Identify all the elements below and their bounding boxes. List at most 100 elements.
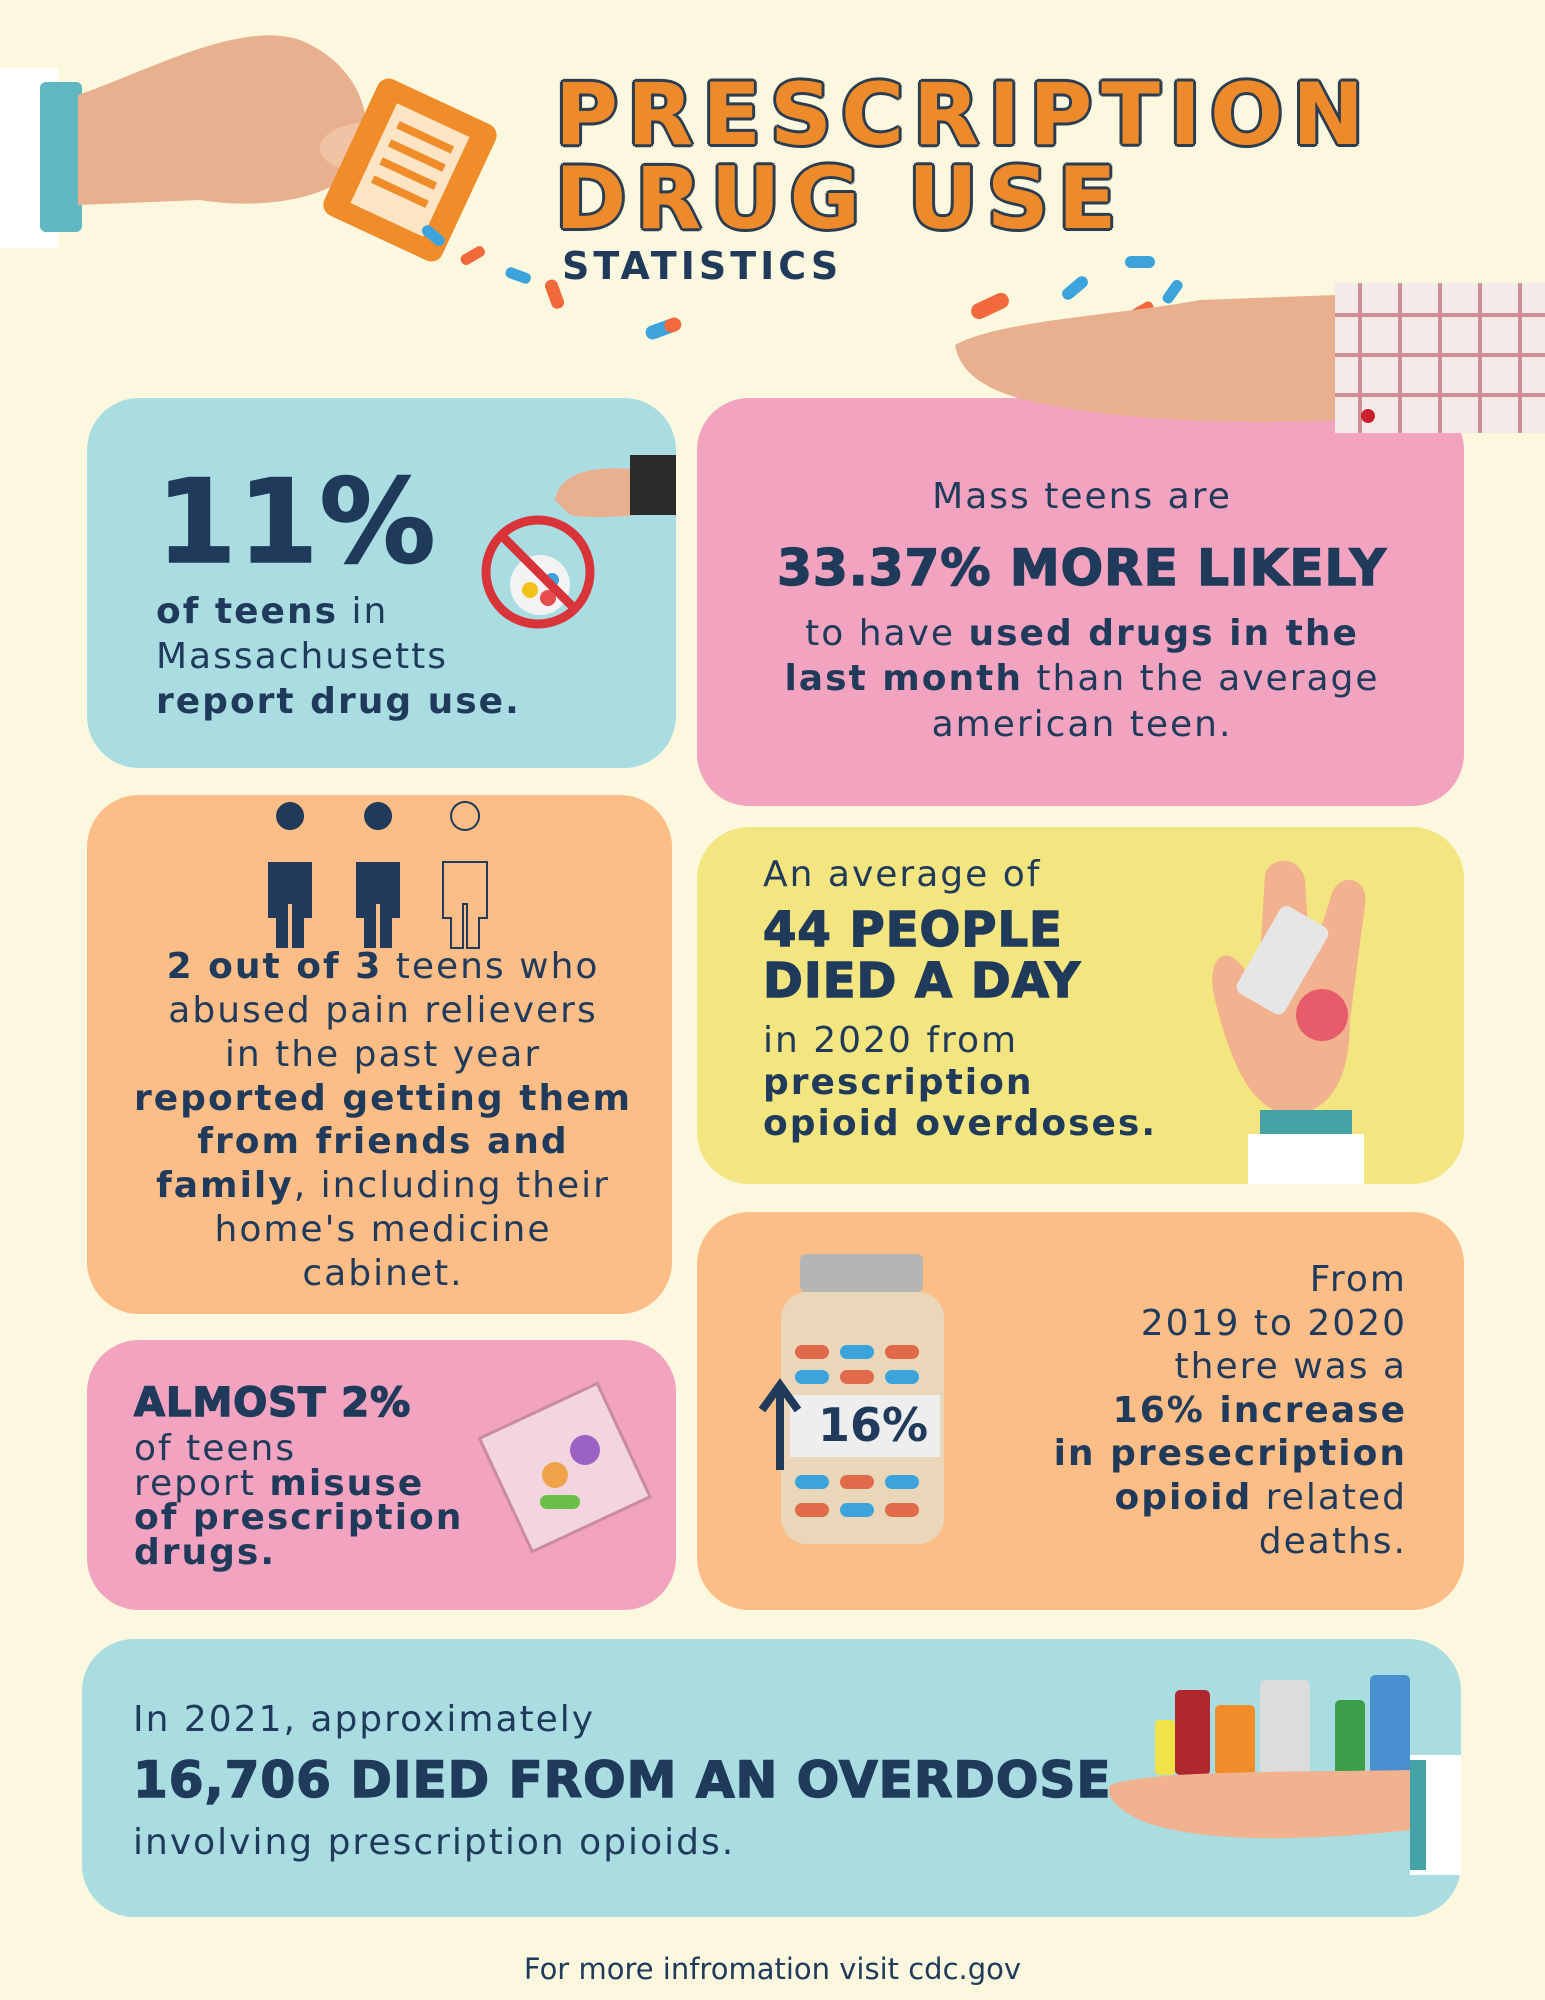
- pill: [885, 1370, 919, 1384]
- pill: [840, 1345, 874, 1359]
- text-run: opioid overdoses.: [763, 1103, 1158, 1145]
- subtitle: STATISTICS: [562, 244, 843, 288]
- text-line: report drug use.: [156, 680, 521, 723]
- pill: [540, 590, 556, 606]
- text-line: opioid related: [1115, 1476, 1407, 1519]
- person: [442, 801, 488, 949]
- text-run: in presecription: [1053, 1433, 1407, 1475]
- text-run: cabinet.: [302, 1253, 464, 1295]
- medicine: [1155, 1720, 1175, 1775]
- text-run: of teens: [134, 1428, 297, 1470]
- pill: [570, 1435, 600, 1465]
- text-run: from friends and: [197, 1121, 569, 1163]
- text-run: there was a: [1174, 1346, 1407, 1388]
- text-line: home's medicine: [215, 1208, 552, 1251]
- text-line: DIED A DAY: [762, 952, 1082, 1011]
- blister: [1296, 989, 1348, 1041]
- text-line: drugs.: [134, 1531, 276, 1574]
- hand-bottle: [0, 35, 497, 262]
- text-line: 2 out of 3 teens who: [167, 945, 600, 988]
- text-run: in the past year: [224, 1034, 542, 1076]
- blister: [1236, 906, 1329, 1015]
- text-run: teens who: [382, 946, 600, 988]
- headline: 16,706 DIED FROM AN OVERDOSE: [132, 1750, 1112, 1810]
- text-line: family, including their: [156, 1164, 610, 1207]
- medicine: [1335, 1700, 1365, 1775]
- pill: [795, 1370, 829, 1384]
- pill: [885, 1503, 919, 1517]
- footer: For more infromation visit cdc.gov: [523, 1952, 1022, 1986]
- text-run: prescription: [763, 1062, 1034, 1104]
- text-run: 2 out of 3: [166, 946, 383, 988]
- pill: [795, 1475, 829, 1489]
- text-run: to have: [805, 613, 969, 655]
- no-sign: [481, 515, 595, 629]
- pill: [885, 1345, 919, 1359]
- text-line: 44 PEOPLE: [762, 901, 1063, 960]
- person: [356, 802, 400, 948]
- medicine: [1175, 1690, 1210, 1775]
- text-line: of teens in: [156, 590, 388, 633]
- pill: [840, 1370, 874, 1384]
- text-run: drugs.: [134, 1532, 277, 1574]
- text-line: of prescription: [134, 1496, 463, 1539]
- pill: [795, 1345, 829, 1359]
- text-line: prescription: [763, 1061, 1033, 1104]
- receiving-hand: [955, 283, 1545, 433]
- text-line: Mass teens are: [932, 475, 1232, 518]
- text-run: in 2020 from: [763, 1020, 1019, 1062]
- bottle-label: 16%: [818, 1398, 929, 1452]
- arrow: [758, 1378, 802, 1470]
- text-run: , including their: [293, 1165, 610, 1207]
- text-line: An average of: [763, 853, 1041, 896]
- text-run: of prescription: [134, 1497, 464, 1539]
- text-run: misuse: [269, 1463, 425, 1505]
- text-run: Massachusetts: [156, 636, 449, 678]
- medicine: [1215, 1705, 1255, 1775]
- medicine: [1260, 1680, 1310, 1775]
- text-line: american teen.: [932, 703, 1233, 746]
- text-run: From: [1309, 1259, 1407, 1301]
- pill: [840, 1503, 874, 1517]
- text-run: home's medicine: [214, 1209, 552, 1251]
- text-line: in the past year: [225, 1033, 541, 1076]
- text-run: opioid: [1114, 1477, 1253, 1519]
- text-run: Mass teens are: [932, 476, 1232, 518]
- title-line: PRESCRIPTION: [555, 65, 1374, 165]
- no-sign: [498, 532, 578, 612]
- pill: [795, 1503, 829, 1517]
- text-line: ALMOST 2%: [133, 1379, 411, 1427]
- pill: [522, 582, 538, 598]
- text-run: reported getting them: [134, 1078, 632, 1120]
- headline: 44 PEOPLE: [762, 901, 1063, 959]
- text-line: cabinet.: [302, 1252, 463, 1295]
- pill: [542, 1462, 568, 1488]
- headline: DIED A DAY: [762, 952, 1082, 1010]
- cuff: [1260, 1110, 1352, 1136]
- text-line: from friends and: [197, 1120, 568, 1163]
- text-line: 16% increase: [1113, 1389, 1407, 1432]
- text-run: last month: [784, 658, 1023, 700]
- text-run: american teen.: [931, 704, 1233, 746]
- text-run: report: [134, 1463, 270, 1505]
- text-line: In 2021, approximately: [133, 1698, 595, 1741]
- text-line: opioid overdoses.: [763, 1102, 1157, 1145]
- text-run: family: [156, 1165, 294, 1207]
- text-run: than the average: [1022, 658, 1380, 700]
- text-line: of teens: [134, 1427, 296, 1470]
- headline: 11%: [155, 455, 437, 592]
- text-line: there was a: [1175, 1345, 1407, 1388]
- pills-bag: [510, 555, 570, 615]
- card: [697, 398, 1464, 806]
- text-line: in 2020 from: [763, 1019, 1018, 1062]
- text-line: 16,706 DIED FROM AN OVERDOSE: [132, 1750, 1112, 1810]
- text-run: In 2021, approximately: [133, 1699, 596, 1741]
- text-line: to have used drugs in the: [805, 612, 1359, 655]
- text-line: report misuse: [134, 1462, 424, 1505]
- text-run: in: [338, 591, 389, 633]
- text-line: abused pain relievers: [168, 989, 597, 1032]
- text-run: report drug use.: [156, 681, 521, 723]
- hand: [1108, 1770, 1410, 1839]
- title-line: DRUG USE: [555, 149, 1126, 249]
